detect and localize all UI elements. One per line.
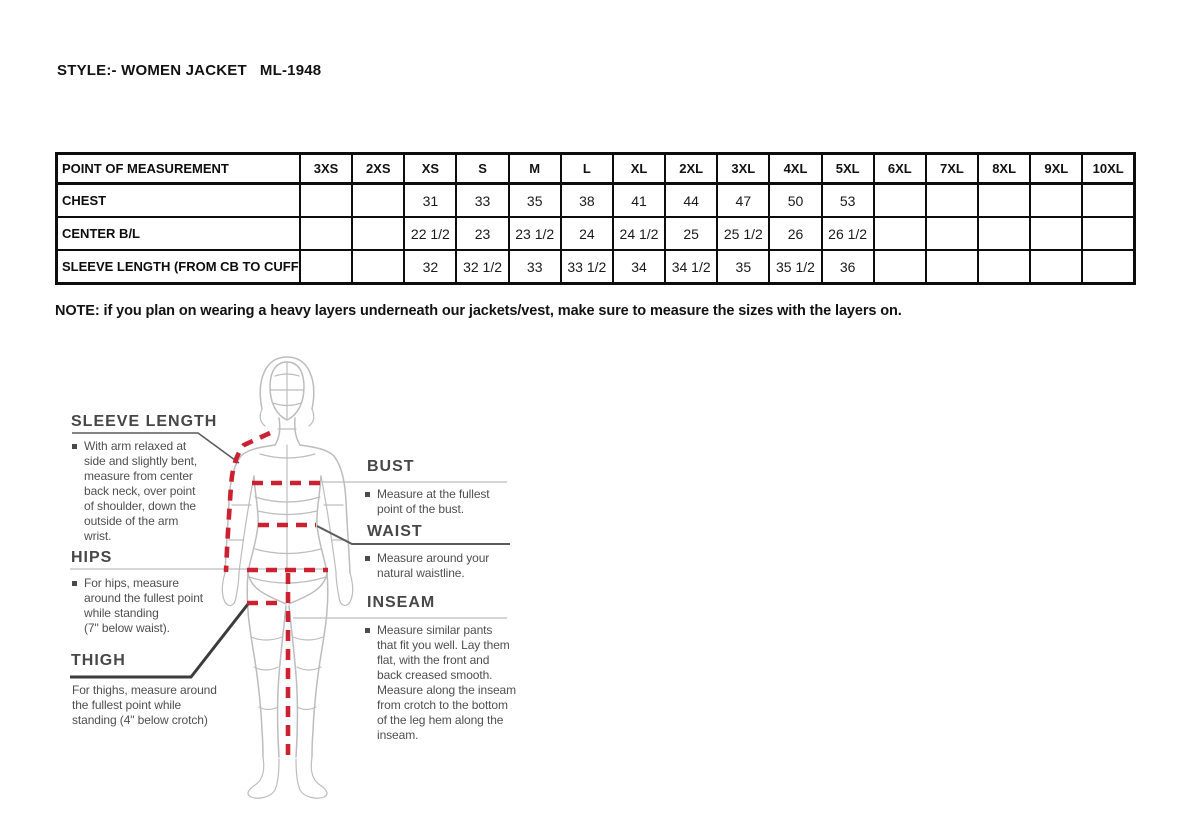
size-value-cell bbox=[872, 216, 927, 251]
size-value-cell: 25 1/2 bbox=[716, 216, 771, 251]
size-value-cell: 34 1/2 bbox=[664, 249, 719, 285]
bullet-icon bbox=[72, 444, 77, 449]
size-value-cell: 33 1/2 bbox=[559, 249, 614, 285]
size-value-cell bbox=[351, 182, 406, 218]
table-row-center-bl: CENTER B/L 22 1/2 23 23 1/2 24 24 1/2 25… bbox=[55, 216, 1136, 251]
sleeve-measure-line bbox=[223, 430, 271, 573]
size-value-cell bbox=[298, 249, 354, 285]
size-value-cell: 24 1/2 bbox=[611, 216, 667, 251]
size-value-cell: 50 bbox=[768, 182, 823, 218]
hips-heading: HIPS bbox=[71, 549, 113, 566]
sleeve-length-description: With arm relaxed at side and slightly be… bbox=[72, 439, 212, 544]
size-value-cell bbox=[977, 182, 1032, 218]
size-value-cell bbox=[351, 249, 406, 285]
bullet-icon bbox=[365, 628, 370, 633]
size-value-cell: 34 bbox=[611, 249, 667, 285]
size-value-cell bbox=[924, 182, 980, 218]
column-header-size: 4XL bbox=[768, 152, 823, 185]
size-value-cell: 25 bbox=[664, 216, 719, 251]
size-value-cell: 35 bbox=[507, 182, 562, 218]
column-header-size: 3XS bbox=[298, 152, 354, 185]
inseam-heading: INSEAM bbox=[367, 594, 436, 611]
size-value-cell bbox=[1029, 216, 1084, 251]
column-header-size: 7XL bbox=[924, 152, 980, 185]
size-table-container: POINT OF MEASUREMENT 3XS 2XS XS S M L XL… bbox=[55, 152, 1136, 285]
size-table: POINT OF MEASUREMENT 3XS 2XS XS S M L XL… bbox=[55, 152, 1136, 285]
bullet-icon bbox=[72, 581, 77, 586]
column-header-size: 8XL bbox=[977, 152, 1032, 185]
size-value-cell: 44 bbox=[664, 182, 719, 218]
hips-description: For hips, measure around the fullest poi… bbox=[72, 576, 224, 636]
size-value-cell: 23 1/2 bbox=[507, 216, 562, 251]
size-value-cell bbox=[872, 249, 927, 285]
column-header-size: L bbox=[559, 152, 614, 185]
waist-description: Measure around your natural waistline. bbox=[365, 551, 510, 581]
column-header-size: S bbox=[455, 152, 510, 185]
measurement-dashed-lines bbox=[223, 430, 328, 755]
measurement-label: CENTER B/L bbox=[55, 216, 301, 251]
size-value-cell: 22 1/2 bbox=[403, 216, 458, 251]
column-header-size: 2XL bbox=[664, 152, 719, 185]
column-header-size: 2XS bbox=[351, 152, 406, 185]
size-value-cell bbox=[298, 216, 354, 251]
inseam-description: Measure similar pants that fit you well.… bbox=[365, 623, 530, 743]
table-row-chest: CHEST 31 33 35 38 41 44 47 50 53 bbox=[55, 182, 1136, 218]
size-value-cell bbox=[977, 249, 1032, 285]
size-value-cell: 33 bbox=[455, 182, 510, 218]
column-header-size: 9XL bbox=[1029, 152, 1084, 185]
size-value-cell bbox=[977, 216, 1032, 251]
size-value-cell bbox=[1081, 182, 1136, 218]
size-value-cell: 38 bbox=[559, 182, 614, 218]
size-value-cell: 26 bbox=[768, 216, 823, 251]
size-value-cell: 35 bbox=[716, 249, 771, 285]
size-value-cell bbox=[1029, 182, 1084, 218]
size-value-cell: 24 bbox=[559, 216, 614, 251]
bullet-icon bbox=[365, 492, 370, 497]
bust-heading: BUST bbox=[367, 458, 415, 475]
size-value-cell bbox=[1081, 249, 1136, 285]
column-header-size: 5XL bbox=[820, 152, 875, 185]
bullet-icon bbox=[365, 556, 370, 561]
measurement-label: CHEST bbox=[55, 182, 301, 218]
size-table-header-row: POINT OF MEASUREMENT 3XS 2XS XS S M L XL… bbox=[55, 152, 1136, 185]
size-value-cell bbox=[1029, 249, 1084, 285]
thigh-description: For thighs, measure around the fullest p… bbox=[72, 683, 217, 727]
column-header-size: XL bbox=[611, 152, 667, 185]
measurement-diagram: SLEEVE LENGTH With arm relaxed at side a… bbox=[55, 345, 555, 805]
size-value-cell: 41 bbox=[611, 182, 667, 218]
size-value-cell bbox=[351, 216, 406, 251]
thigh-heading: THIGH bbox=[71, 652, 126, 669]
waist-heading: WAIST bbox=[367, 523, 423, 540]
size-value-cell: 32 bbox=[403, 249, 458, 285]
column-header-size: 3XL bbox=[716, 152, 771, 185]
column-header-point-of-measurement: POINT OF MEASUREMENT bbox=[55, 152, 301, 185]
size-value-cell bbox=[924, 216, 980, 251]
measurement-label: SLEEVE LENGTH (FROM CB TO CUFF) bbox=[55, 249, 301, 285]
table-row-sleeve-length: SLEEVE LENGTH (FROM CB TO CUFF) 32 32 1/… bbox=[55, 249, 1136, 285]
size-value-cell: 47 bbox=[716, 182, 771, 218]
size-value-cell bbox=[872, 182, 927, 218]
document-title: STYLE:- WOMEN JACKET ML-1948 bbox=[57, 62, 322, 79]
size-value-cell: 36 bbox=[820, 249, 875, 285]
size-value-cell bbox=[298, 182, 354, 218]
bust-description: Measure at the fullest point of the bust… bbox=[365, 487, 515, 517]
body-measurement-figure bbox=[70, 356, 510, 799]
size-value-cell: 32 1/2 bbox=[455, 249, 510, 285]
size-value-cell: 33 bbox=[507, 249, 562, 285]
column-header-size: 10XL bbox=[1081, 152, 1136, 185]
figure-wireframe bbox=[221, 356, 354, 799]
size-value-cell: 26 1/2 bbox=[820, 216, 875, 251]
sleeve-length-heading: SLEEVE LENGTH bbox=[71, 413, 218, 430]
column-header-size: 6XL bbox=[872, 152, 927, 185]
size-value-cell: 53 bbox=[820, 182, 875, 218]
size-value-cell: 35 1/2 bbox=[768, 249, 823, 285]
size-value-cell bbox=[1081, 216, 1136, 251]
size-value-cell bbox=[924, 249, 980, 285]
note-text: NOTE: if you plan on wearing a heavy lay… bbox=[55, 303, 902, 319]
column-header-size: M bbox=[507, 152, 562, 185]
size-value-cell: 31 bbox=[403, 182, 458, 218]
size-value-cell: 23 bbox=[455, 216, 510, 251]
column-header-size: XS bbox=[403, 152, 458, 185]
